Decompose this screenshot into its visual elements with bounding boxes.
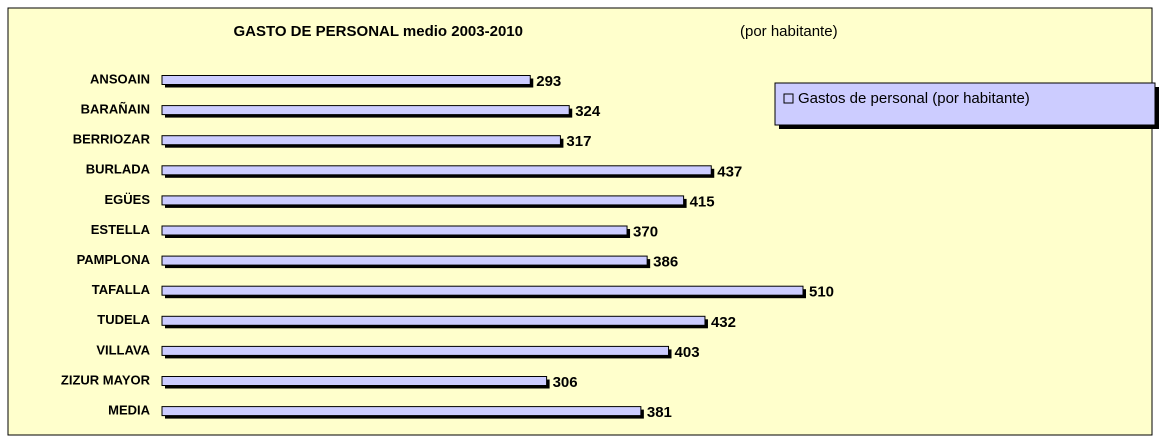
bar: [161, 195, 685, 206]
category-label: PAMPLONA: [77, 252, 151, 267]
category-label: MEDIA: [108, 403, 151, 418]
chart-title: GASTO DE PERSONAL medio 2003-2010: [233, 23, 523, 40]
legend: Gastos de personal (por habitante): [774, 82, 1159, 129]
category-label: ZIZUR MAYOR: [61, 372, 151, 387]
data-label: 370: [633, 223, 658, 240]
data-label: 293: [536, 73, 561, 90]
bar: [161, 225, 628, 236]
category-label: TAFALLA: [92, 282, 151, 297]
legend-label: Gastos de personal (por habitante): [798, 90, 1030, 107]
bar: [161, 75, 531, 85]
bar: [161, 105, 570, 116]
bar: [161, 406, 642, 417]
data-label: 437: [717, 163, 742, 180]
bar: [161, 315, 706, 326]
data-label: 403: [675, 344, 700, 361]
data-label: 432: [711, 314, 736, 331]
data-label: 306: [553, 374, 578, 391]
category-label: BERRIOZAR: [73, 132, 151, 147]
data-label: 510: [809, 284, 834, 301]
category-label: BARAÑAIN: [81, 102, 150, 117]
chart-subtitle: (por habitante): [740, 23, 838, 40]
bar: [161, 376, 548, 386]
category-label: ESTELLA: [91, 222, 151, 237]
legend-box: [774, 82, 1156, 126]
category-label: EGÜES: [104, 192, 150, 207]
data-label: 415: [690, 193, 715, 210]
chart-area: [7, 7, 1153, 436]
data-label: 317: [566, 133, 591, 150]
bar: [161, 255, 648, 266]
legend-swatch: [783, 93, 794, 104]
category-label: VILLAVA: [96, 342, 150, 357]
bar: [161, 135, 561, 146]
bar: [161, 285, 804, 296]
category-label: TUDELA: [97, 312, 150, 327]
category-label: BURLADA: [86, 162, 151, 177]
data-label: 386: [653, 254, 678, 271]
bar: [161, 165, 712, 176]
data-label: 381: [647, 404, 672, 421]
data-label: 324: [575, 103, 601, 120]
bar: [161, 345, 670, 356]
category-label: ANSOAIN: [90, 71, 150, 86]
